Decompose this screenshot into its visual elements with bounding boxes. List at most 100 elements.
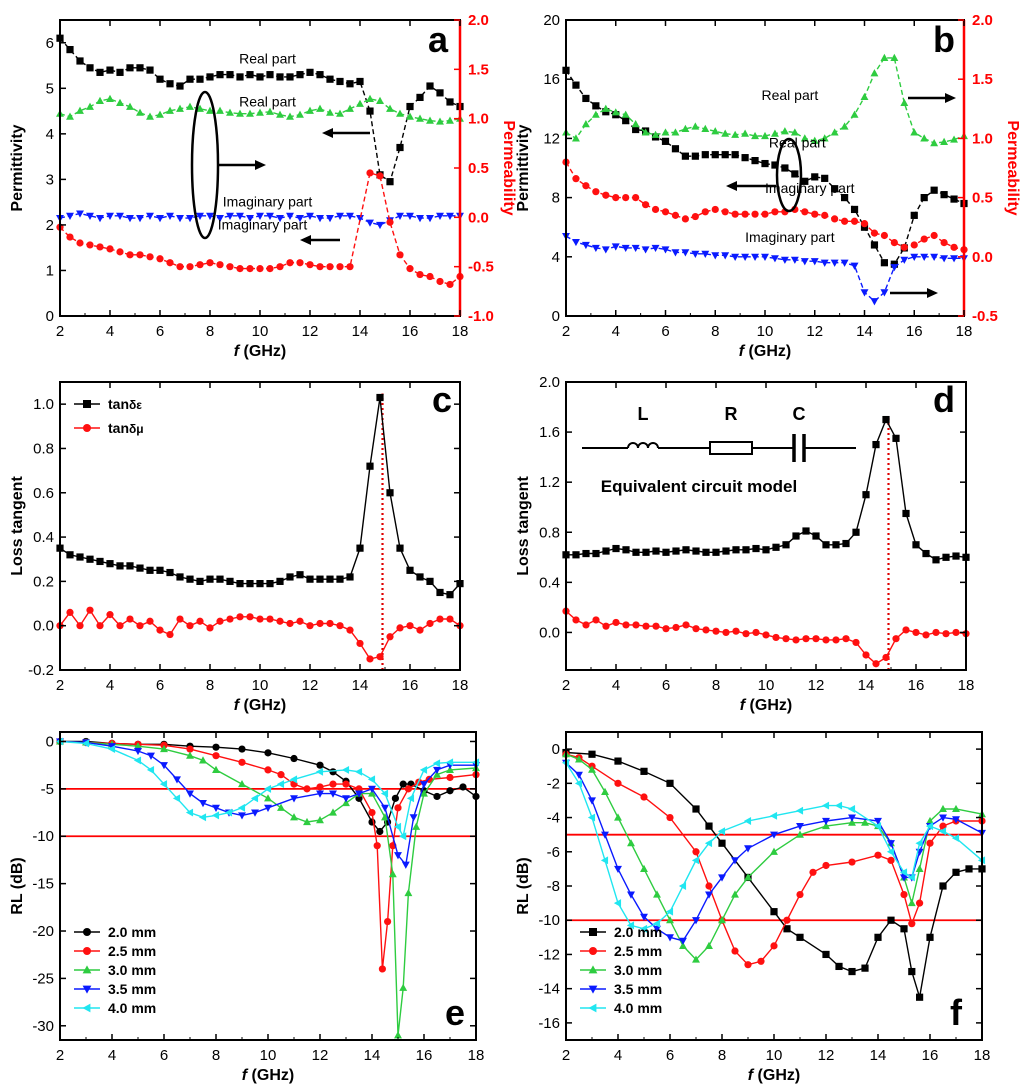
data-point bbox=[671, 128, 680, 136]
data-point bbox=[588, 765, 596, 773]
data-point bbox=[832, 541, 840, 549]
x-axis-label-unit: (GHz) bbox=[239, 343, 286, 360]
data-point bbox=[952, 628, 960, 637]
data-point bbox=[741, 210, 749, 218]
data-point bbox=[226, 212, 234, 220]
data-point bbox=[346, 626, 354, 634]
data-point bbox=[662, 548, 670, 556]
data-point bbox=[692, 848, 700, 856]
data-point bbox=[652, 919, 661, 928]
data-point bbox=[652, 622, 660, 630]
y-tick-label: 1.0 bbox=[33, 396, 54, 413]
data-point bbox=[640, 793, 648, 801]
data-point bbox=[196, 261, 204, 269]
data-point bbox=[796, 933, 804, 941]
data-point bbox=[665, 907, 674, 916]
x-tick-label: 12 bbox=[302, 323, 319, 340]
legend-label: 3.0 mm bbox=[614, 962, 662, 978]
y-tick-label: 16 bbox=[543, 71, 560, 88]
data-point bbox=[366, 462, 374, 470]
data-point bbox=[396, 624, 404, 632]
series-imaginary-part-permeability- bbox=[56, 169, 464, 289]
data-point bbox=[915, 864, 924, 872]
y2-tick-label: 0.5 bbox=[972, 190, 993, 207]
data-point bbox=[286, 259, 294, 267]
data-point bbox=[404, 785, 412, 793]
data-point bbox=[632, 125, 640, 134]
data-point bbox=[406, 794, 415, 803]
data-point bbox=[912, 541, 920, 549]
data-point bbox=[136, 215, 144, 223]
data-point bbox=[126, 251, 134, 259]
data-point bbox=[862, 491, 870, 499]
data-point bbox=[915, 839, 923, 848]
y-tick-label: -0.2 bbox=[28, 662, 54, 679]
data-point bbox=[592, 616, 600, 624]
data-point bbox=[661, 208, 670, 216]
data-point bbox=[887, 856, 895, 864]
data-point bbox=[627, 839, 635, 847]
data-point bbox=[612, 194, 620, 202]
data-point bbox=[722, 547, 730, 555]
data-point bbox=[296, 215, 304, 223]
data-point bbox=[940, 137, 949, 146]
x-tick-label: 10 bbox=[260, 1047, 277, 1064]
data-point bbox=[394, 1031, 402, 1039]
data-point bbox=[433, 766, 441, 775]
x-tick-label: 16 bbox=[416, 1047, 433, 1064]
data-point bbox=[666, 934, 674, 942]
data-point bbox=[346, 573, 354, 581]
data-point bbox=[356, 99, 364, 107]
data-point bbox=[346, 104, 354, 112]
data-point bbox=[256, 108, 264, 116]
data-point bbox=[900, 243, 908, 251]
data-point bbox=[860, 220, 869, 228]
data-point bbox=[752, 544, 760, 553]
data-point bbox=[316, 761, 324, 769]
x-tick-label: 12 bbox=[302, 677, 319, 694]
data-point bbox=[416, 93, 424, 102]
data-point bbox=[661, 246, 670, 254]
data-point bbox=[329, 790, 337, 798]
data-point bbox=[342, 798, 350, 807]
data-point bbox=[761, 131, 769, 140]
data-point bbox=[66, 212, 74, 220]
panel-d: 2 4 6 8 10 12 14 16 18 0.0 0.4 0.8 1.2 1.6 2.0 f (GHz) L… bbox=[515, 374, 974, 714]
y-tick-label: -16 bbox=[538, 1015, 560, 1032]
data-point bbox=[900, 256, 909, 264]
legend-label: 2.0 mm bbox=[108, 924, 156, 940]
data-point bbox=[873, 822, 882, 831]
data-point bbox=[416, 573, 424, 581]
data-point bbox=[653, 890, 661, 898]
data-point bbox=[378, 965, 386, 973]
y-tick-label: -10 bbox=[538, 912, 560, 929]
data-point bbox=[426, 82, 434, 90]
data-point bbox=[256, 212, 264, 220]
data-point bbox=[286, 619, 294, 628]
y-tick-label: 4 bbox=[46, 126, 54, 143]
x-axis-label-unit: (GHz) bbox=[239, 697, 286, 714]
y-tick-label: 0 bbox=[552, 308, 560, 325]
data-point bbox=[640, 913, 648, 921]
curve-group-ellipse bbox=[775, 137, 803, 213]
data-point bbox=[316, 263, 324, 271]
panel-e: 2 4 6 8 10 12 14 16 18 0 -5 -10 -15 -20 -25 -30 f (GHz) R… bbox=[9, 731, 484, 1084]
data-point bbox=[246, 265, 254, 273]
data-point bbox=[277, 803, 285, 811]
data-point bbox=[354, 767, 363, 776]
data-point bbox=[588, 750, 596, 758]
data-point bbox=[446, 773, 454, 782]
data-point bbox=[356, 544, 364, 552]
data-point bbox=[106, 212, 114, 220]
data-point bbox=[251, 809, 259, 817]
data-point bbox=[196, 617, 204, 625]
data-point bbox=[276, 617, 284, 625]
data-point bbox=[900, 925, 908, 933]
data-point bbox=[852, 638, 860, 647]
data-point bbox=[216, 575, 224, 583]
data-point bbox=[942, 630, 950, 638]
series-real-part-permittivity- bbox=[56, 34, 464, 186]
legend-swatch-marker bbox=[588, 1003, 597, 1013]
x-tick-label: 8 bbox=[206, 677, 214, 694]
data-point bbox=[582, 621, 590, 629]
